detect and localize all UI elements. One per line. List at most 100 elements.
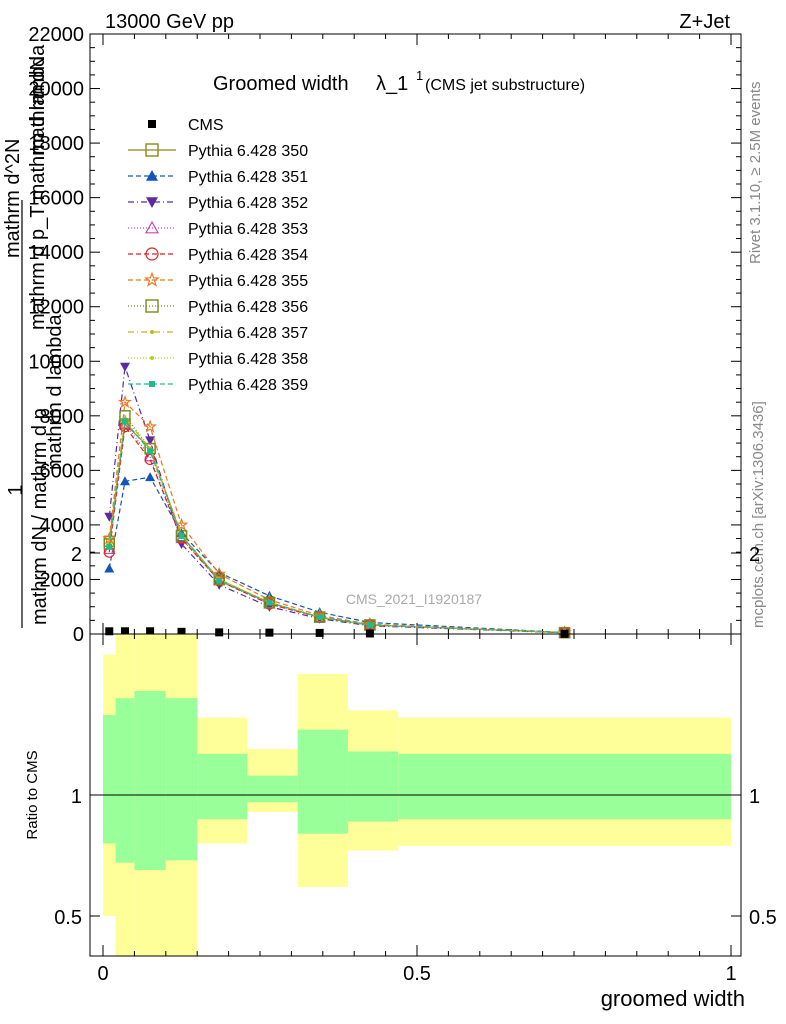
data-point [150,330,154,334]
series-line [108,400,565,634]
ratio-inner-band [297,729,348,834]
data-point [143,419,157,433]
data-point [144,220,160,234]
mcplots-label: mcplots.cern.ch [arXiv:1306.3436] [750,401,767,628]
data-point [313,611,326,623]
data-point [365,629,374,638]
y-tick-label: 8000 [40,406,85,428]
data-point [145,247,159,261]
y-tick-label: 12000 [28,297,84,319]
ratio-inner-band [165,698,198,861]
chart-title: Groomed width λ_1 1 (CMS jet substructur… [213,68,585,95]
ratio-panel: 0.5 0.51 12 2 0 0.5 1 Ratio to CMS [24,544,777,985]
ratio-tick-label: 2 [71,544,82,566]
x-tick-label: 0 [97,963,108,985]
main-panel: 0 2000 4000 6000 8000 10000 12000 14000 16000 180… [28,24,742,646]
ylabel-line-4: mathrm d p_T mathrm d lambda [27,44,49,330]
data-point [266,599,273,606]
ratio-y-ticks: 0.5 0.5 1 1 2 2 [54,544,777,929]
data-point [212,566,227,580]
data-point [263,596,276,609]
y-tick-label: 18000 [28,133,84,155]
legend-label: Pythia 6.428 351 [188,169,308,186]
legend-label: Pythia 6.428 358 [188,351,308,368]
legend: CMS Pythia 6.428 350 Pythia 6.428 351 Pythi… [128,117,308,394]
y-tick-label: 0 [73,624,84,646]
data-point [105,627,114,636]
data-point [120,627,129,636]
header-left: 13000 GeV pp [105,11,234,33]
data-point [106,543,113,550]
series-line [108,476,565,634]
title-symbol: λ_1 [376,73,408,95]
x-axis-label: groomed width [601,986,745,1011]
data-point [104,563,115,573]
data-point [119,362,130,372]
ratio-inner-band [134,690,166,871]
data-point [366,622,373,628]
ratio-inner-band [103,715,116,844]
legend-label: Pythia 6.428 353 [188,221,308,238]
ratio-tick-label-right: 2 [749,544,760,566]
ratio-tick-label: 0.5 [54,907,82,929]
data-point [119,476,130,486]
data-point [147,448,154,455]
data-point [178,532,185,539]
ratio-tick-label: 1 [71,786,82,808]
data-point [144,271,160,287]
data-point [315,628,324,637]
ratio-inner-band [398,753,731,820]
ylabel-line-1: mathrm dN / mathrm d p [29,408,51,625]
rivet-label: Rivet 3.1.10, ≥ 2.5M events [747,82,764,265]
series-line [108,366,565,634]
ylabel-line-2: mathrm d lambda [44,314,66,470]
legend-label: Pythia 6.428 354 [188,247,308,264]
ratio-inner-band [347,751,399,822]
data-point [216,577,223,584]
ratio-tick-label-right: 0.5 [749,907,777,929]
data-point [265,628,274,637]
legend-label: Pythia 6.428 357 [188,325,308,342]
data-point [316,614,323,621]
y-tick-label: 4000 [40,515,85,537]
y-tick-label: 20000 [28,79,84,101]
ylabel-line-5: mathrm dN [27,56,49,155]
ratio-x-ticks: 0 0.5 1 [97,634,737,985]
y-tick-label: 6000 [40,460,85,482]
y-tick-label: 14000 [28,242,84,264]
ylabel-numerator: 1 [5,484,27,495]
legend-label: Pythia 6.428 350 [188,143,308,160]
data-point [148,120,156,128]
data-point [121,418,128,425]
data-point [177,627,186,636]
data-point [145,299,159,313]
main-y-ticks: 0 2000 4000 6000 8000 10000 12000 14000 16000 180… [28,24,741,646]
title-sup: 1 [416,68,423,83]
data-point [215,628,224,637]
header-right: Z+Jet [679,11,730,33]
series-line [108,425,565,634]
title-text: Groomed width [213,73,349,95]
data-point [104,512,115,522]
data-point [149,381,155,387]
y-tick-label: 22000 [28,24,84,46]
ratio-inner-band [197,753,248,820]
data-point [145,143,159,157]
data-point [213,573,225,586]
y-tick-label: 2000 [40,569,85,591]
watermark: CMS_2021_I1920187 [346,591,482,607]
y-tick-label: 16000 [28,188,84,210]
x-tick-label: 1 [725,963,736,985]
data-point [175,530,188,542]
data-point [117,394,132,409]
legend-label: Pythia 6.428 359 [188,377,308,394]
data-point [144,453,156,466]
series-layer [102,362,572,639]
data-point [146,197,158,208]
ratio-inner-band [115,698,135,863]
legend-label: Pythia 6.428 355 [188,273,308,290]
legend-label: Pythia 6.428 352 [188,195,308,212]
main-x-ticks [102,34,732,634]
ratio-tick-label-right: 1 [749,786,760,808]
